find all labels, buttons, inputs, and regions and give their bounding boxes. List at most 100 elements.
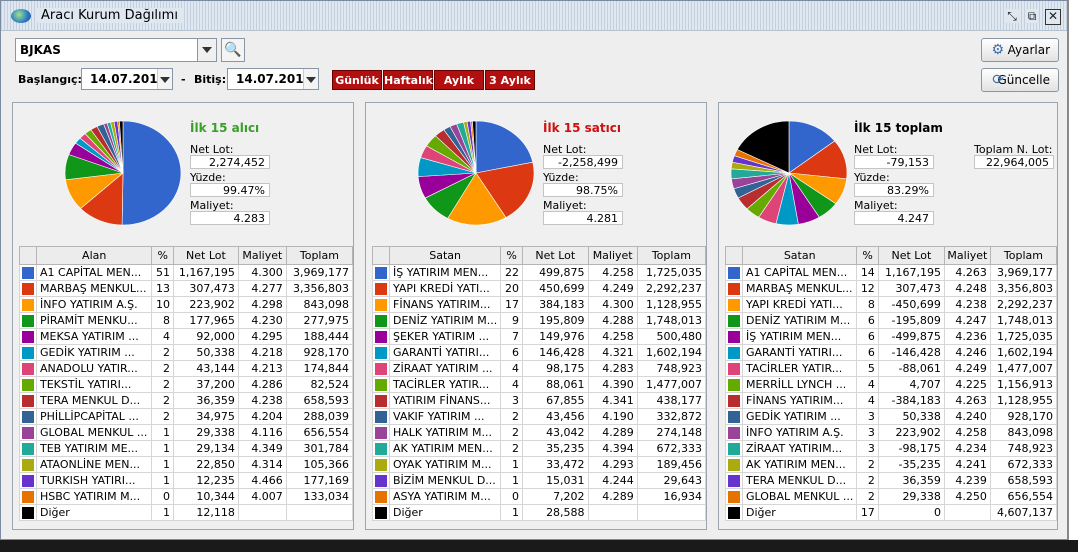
col-header[interactable]: Maliyet	[237, 246, 287, 265]
table-row[interactable]: MEKSA YATIRIM ... 4 92,000 4.295 188,444	[19, 328, 354, 345]
table-row[interactable]: OYAK YATIRIM M... 1 33,472 4.293 189,456	[372, 456, 707, 473]
table-row[interactable]: GARANTİ YATIRI... 6 146,428 4.321 1,602,194	[372, 344, 707, 361]
table-row[interactable]: TERA MENKUL D... 2 36,359 4.239 658,593	[725, 472, 1058, 489]
table-row[interactable]: Diğer 1 28,588	[372, 504, 707, 521]
table-row[interactable]: ZİRAAT YATIRIM ... 4 98,175 4.283 748,923	[372, 360, 707, 377]
broker-name: YAPI KREDİ YATI...	[388, 280, 502, 297]
table-row[interactable]: İNFO YATIRIM A.Ş. 3 223,902 4.258 843,098	[725, 424, 1058, 441]
net-lot-cell: 4,707	[877, 376, 945, 393]
table-row[interactable]: MARBAŞ MENKUL... 12 307,473 4.248 3,356,803	[725, 280, 1058, 297]
table-row[interactable]: TERA MENKUL D... 2 36,359 4.238 658,593	[19, 392, 354, 409]
table-row[interactable]: GEDİK YATIRIM ... 3 50,338 4.240 928,170	[725, 408, 1058, 425]
toplam-cell: 1,477,007	[989, 360, 1058, 377]
color-swatch	[725, 488, 743, 505]
table-row[interactable]: ANADOLU YATIR... 2 43,144 4.213 174,844	[19, 360, 354, 377]
table-row[interactable]: GEDİK YATIRIM ... 2 50,338 4.218 928,170	[19, 344, 354, 361]
swatch-box	[375, 442, 387, 455]
broker-name: İNFO YATIRIM A.Ş.	[35, 296, 153, 313]
net-lot-cell: 146,428	[522, 344, 589, 361]
period-monthly-button[interactable]: Aylık	[434, 70, 484, 90]
table-row[interactable]: MERRİLL LYNCH ... 4 4,707 4.225 1,156,913	[725, 376, 1058, 393]
maliyet-cell: 4.289	[587, 488, 638, 505]
col-header[interactable]: Satan	[741, 246, 858, 265]
percent-cell: 2	[151, 344, 175, 361]
broker-name: HSBC YATIRIM M...	[35, 488, 153, 505]
table-row[interactable]: GLOBAL MENKUL ... 1 29,338 4.116 656,554	[19, 424, 354, 441]
table-row[interactable]: Diğer 1 12,118	[19, 504, 354, 521]
table-row[interactable]: A1 CAPİTAL MEN... 14 1,167,195 4.263 3,969,1…	[725, 264, 1058, 281]
swatch-box	[22, 458, 34, 471]
table-row[interactable]: Diğer 17 0 4,607,137	[725, 504, 1058, 521]
col-header[interactable]: %	[856, 246, 879, 265]
table-row[interactable]: İŞ YATIRIM MEN... 6 -499,875 4.236 1,725,035	[725, 328, 1058, 345]
table-row[interactable]: PİRAMİT MENKU... 8 177,965 4.230 277,975	[19, 312, 354, 329]
col-header[interactable]: Toplam	[636, 246, 707, 265]
table-row[interactable]: ZİRAAT YATIRIM... 3 -98,175 4.234 748,923	[725, 440, 1058, 457]
col-header[interactable]: %	[151, 246, 175, 265]
table-row[interactable]: TACİRLER YATIR... 5 -88,061 4.249 1,477,007	[725, 360, 1058, 377]
col-header[interactable]: Toplam	[989, 246, 1058, 265]
col-header[interactable]: Maliyet	[943, 246, 991, 265]
table-row[interactable]: TURKISH YATIRI... 1 12,235 4.466 177,169	[19, 472, 354, 489]
table-row[interactable]: İNFO YATIRIM A.Ş. 10 223,902 4.298 843,098	[19, 296, 354, 313]
col-header[interactable]: %	[500, 246, 524, 265]
col-header[interactable]	[372, 246, 390, 265]
minimize-icon[interactable]: ⤡	[1005, 9, 1019, 23]
col-header[interactable]: Net Lot	[173, 246, 239, 265]
net-lot-cell: 98,175	[522, 360, 589, 377]
close-icon[interactable]: ✕	[1045, 9, 1061, 25]
table-row[interactable]: HSBC YATIRIM M... 0 10,344 4.007 133,034	[19, 488, 354, 505]
table-row[interactable]: YAPI KREDİ YATI... 8 -450,699 4.238 2,292,23…	[725, 296, 1058, 313]
col-header[interactable]	[725, 246, 743, 265]
table-row[interactable]: YATIRIM FİNANS... 3 67,855 4.341 438,177	[372, 392, 707, 409]
col-header[interactable]: Net Lot	[522, 246, 589, 265]
chevron-down-icon[interactable]	[303, 69, 318, 89]
net-lot-cell: 67,855	[522, 392, 589, 409]
maliyet-cell: 4.238	[943, 296, 991, 313]
period-weekly-button[interactable]: Haftalık	[383, 70, 433, 90]
table-row[interactable]: YAPI KREDİ YATI... 20 450,699 4.249 2,292,23…	[372, 280, 707, 297]
settings-button[interactable]: ⚙ Ayarlar	[981, 38, 1059, 62]
col-header[interactable]: Toplam	[285, 246, 354, 265]
chevron-down-icon[interactable]	[197, 39, 216, 61]
table-row[interactable]: A1 CAPİTAL MEN... 51 1,167,195 4.300 3,969,1…	[19, 264, 354, 281]
period-daily-button[interactable]: Günlük	[332, 70, 382, 90]
detach-icon[interactable]: ⧉	[1025, 9, 1039, 23]
col-header[interactable]: Net Lot	[877, 246, 945, 265]
table-row[interactable]: TEB YATIRIM ME... 1 29,134 4.349 301,784	[19, 440, 354, 457]
end-date-field[interactable]: 14.07.2016	[227, 68, 319, 90]
table-row[interactable]: MARBAŞ MENKUL... 13 307,473 4.277 3,356,803	[19, 280, 354, 297]
col-header[interactable]: Maliyet	[587, 246, 638, 265]
start-date-field[interactable]: 14.07.2016	[81, 68, 173, 90]
percent-cell: 1	[151, 456, 175, 473]
table-row[interactable]: DENİZ YATIRIM M... 6 -195,809 4.247 1,748,01…	[725, 312, 1058, 329]
chevron-down-icon[interactable]	[157, 69, 172, 89]
symbol-select[interactable]: BJKAS	[15, 38, 217, 62]
table-row[interactable]: BİZİM MENKUL D... 1 15,031 4.244 29,643	[372, 472, 707, 489]
table-row[interactable]: FİNANS YATIRIM... 17 384,183 4.300 1,128,955	[372, 296, 707, 313]
table-row[interactable]: HALK YATIRIM M... 2 43,042 4.289 274,148	[372, 424, 707, 441]
period-3month-button[interactable]: 3 Aylık	[485, 70, 535, 90]
table-row[interactable]: FİNANS YATIRIM... 4 -384,183 4.263 1,128,955	[725, 392, 1058, 409]
table-row[interactable]: AK YATIRIM MEN... 2 -35,235 4.241 672,333	[725, 456, 1058, 473]
table-row[interactable]: AK YATIRIM MEN... 2 35,235 4.394 672,333	[372, 440, 707, 457]
table-row[interactable]: ATAONLİNE MEN... 1 22,850 4.314 105,366	[19, 456, 354, 473]
table-row[interactable]: VAKIF YATIRIM ... 2 43,456 4.190 332,872	[372, 408, 707, 425]
table-row[interactable]: GLOBAL MENKUL ... 2 29,338 4.250 656,554	[725, 488, 1058, 505]
table-row[interactable]: DENİZ YATIRIM M... 9 195,809 4.288 1,748,013	[372, 312, 707, 329]
search-button[interactable]: 🔍	[221, 38, 245, 62]
table-row[interactable]: TACİRLER YATIR... 4 88,061 4.390 1,477,007	[372, 376, 707, 393]
table-row[interactable]: PHİLLİPCAPİTAL ... 2 34,975 4.204 288,039	[19, 408, 354, 425]
yuzde-label: Yüzde:	[543, 171, 579, 184]
maliyet-cell: 4.466	[237, 472, 287, 489]
table-row[interactable]: ŞEKER YATIRIM ... 7 149,976 4.258 500,480	[372, 328, 707, 345]
table-row[interactable]: TEKSTİL YATIRI... 2 37,200 4.286 82,524	[19, 376, 354, 393]
table-row[interactable]: GARANTİ YATIRI... 6 -146,428 4.246 1,602,194	[725, 344, 1058, 361]
refresh-button[interactable]: ⟳ Güncelle	[981, 68, 1059, 92]
col-header[interactable]	[19, 246, 37, 265]
table-row[interactable]: İŞ YATIRIM MEN... 22 499,875 4.258 1,725,035	[372, 264, 707, 281]
col-header[interactable]: Alan	[35, 246, 153, 265]
table-row[interactable]: ASYA YATIRIM M... 0 7,202 4.289 16,934	[372, 488, 707, 505]
col-header[interactable]: Satan	[388, 246, 502, 265]
maliyet-cell: 4.349	[237, 440, 287, 457]
